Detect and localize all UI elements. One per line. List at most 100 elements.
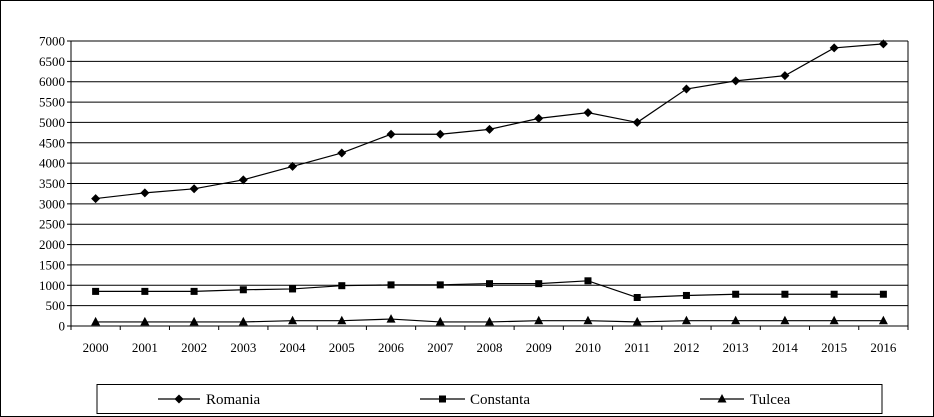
- x-tick-label: 2002: [181, 340, 207, 355]
- x-tick-label: 2007: [427, 340, 454, 355]
- data-point-romania: [878, 39, 888, 49]
- data-point-romania: [681, 84, 691, 94]
- legend-label-constanta: Constanta: [470, 392, 530, 408]
- data-point-constanta: [190, 287, 198, 295]
- data-point-constanta: [387, 281, 395, 289]
- x-tick-label: 2011: [624, 340, 650, 355]
- y-tick-label: 500: [46, 298, 66, 313]
- y-tick-label: 2500: [39, 217, 65, 232]
- x-tick-label: 2004: [280, 340, 307, 355]
- data-point-tulcea: [731, 315, 741, 325]
- legend-marker-romania: [174, 394, 184, 404]
- x-tick-label: 2000: [83, 340, 109, 355]
- data-point-romania: [337, 148, 347, 158]
- y-tick-label: 2000: [39, 237, 65, 252]
- data-point-romania: [435, 129, 445, 139]
- data-point-constanta: [781, 290, 789, 298]
- data-point-constanta: [535, 280, 543, 288]
- data-point-tulcea: [829, 315, 839, 325]
- data-point-constanta: [436, 281, 444, 289]
- series-line-romania: [95, 43, 884, 200]
- data-point-tulcea: [878, 315, 888, 325]
- series-tulcea: [91, 314, 888, 326]
- data-point-tulcea: [534, 315, 544, 325]
- data-point-constanta: [92, 287, 100, 295]
- data-point-tulcea: [632, 316, 642, 326]
- legend-box: [96, 384, 883, 414]
- data-point-romania: [140, 188, 150, 198]
- y-tick-label: 0: [59, 319, 66, 334]
- y-tick-label: 6500: [39, 54, 65, 69]
- x-tick-label: 2010: [575, 340, 601, 355]
- series-romania: [91, 39, 888, 204]
- y-tick-label: 1000: [39, 278, 65, 293]
- data-point-constanta: [584, 277, 592, 285]
- x-tick-label: 2015: [821, 340, 847, 355]
- y-tick-label: 6000: [39, 74, 65, 89]
- data-point-constanta: [239, 286, 247, 294]
- gridlines: [71, 40, 908, 307]
- legend-marker-constanta: [439, 395, 446, 403]
- x-tick-label: 2013: [723, 340, 749, 355]
- data-point-romania: [189, 184, 199, 194]
- y-tick-labels: 0 500 1000 1500 2000 2500 3000 3500 4000 4500 5000…: [39, 34, 65, 334]
- y-tick-label: 7000: [39, 34, 65, 49]
- data-point-tulcea: [288, 315, 298, 325]
- y-tick-label: 5500: [39, 95, 65, 110]
- y-tick-label: 3500: [39, 176, 65, 191]
- data-point-constanta: [486, 280, 493, 288]
- data-point-romania: [731, 76, 741, 86]
- data-point-romania: [829, 43, 839, 53]
- x-tick-label: 2014: [772, 340, 799, 355]
- data-point-constanta: [141, 287, 149, 295]
- data-point-tulcea: [780, 315, 790, 325]
- x-tick-label: 2001: [132, 340, 158, 355]
- data-point-tulcea: [485, 316, 494, 326]
- y-tick-label: 4500: [39, 135, 65, 150]
- legend-label-romania: Romania: [206, 392, 260, 408]
- legend-marker-tulcea: [717, 394, 727, 403]
- x-tick-label: 2003: [230, 340, 256, 355]
- x-tick-label: 2005: [329, 340, 355, 355]
- x-tick-label: 2009: [526, 340, 552, 355]
- data-point-romania: [780, 71, 790, 81]
- data-point-constanta: [633, 294, 641, 301]
- data-point-romania: [91, 194, 101, 204]
- data-point-tulcea: [189, 316, 199, 326]
- data-point-romania: [583, 108, 593, 118]
- x-tick-label: 2016: [870, 340, 897, 355]
- data-point-tulcea: [91, 316, 101, 326]
- data-point-romania: [238, 175, 248, 185]
- data-point-romania: [534, 113, 544, 123]
- x-tick-labels: 2000 2001 2002 2003 2004 2005 2006 2007 2008 2009…: [83, 340, 897, 355]
- data-point-tulcea: [337, 315, 347, 325]
- y-tick-label: 1500: [39, 257, 65, 272]
- x-tick-label: 2006: [378, 340, 405, 355]
- y-tick-label: 5000: [39, 115, 65, 130]
- series-lines: [91, 39, 888, 326]
- legend-label-tulcea: Tulcea: [750, 392, 791, 408]
- x-tick-label: 2008: [477, 340, 503, 355]
- y-tick-label: 3000: [39, 196, 65, 211]
- data-point-constanta: [879, 290, 887, 298]
- data-point-romania: [386, 129, 396, 139]
- series-constanta: [92, 277, 887, 301]
- data-point-tulcea: [435, 316, 445, 326]
- data-point-constanta: [289, 285, 297, 293]
- data-point-constanta: [732, 290, 740, 298]
- data-point-romania: [288, 161, 298, 171]
- x-tick-label: 2012: [673, 340, 699, 355]
- data-point-tulcea: [140, 316, 150, 326]
- data-point-constanta: [338, 282, 346, 290]
- data-point-tulcea: [681, 315, 691, 325]
- data-point-constanta: [830, 290, 838, 298]
- data-point-romania: [485, 124, 494, 134]
- data-point-tulcea: [386, 314, 396, 323]
- data-point-romania: [632, 117, 642, 127]
- data-point-tulcea: [583, 315, 593, 325]
- data-point-tulcea: [238, 316, 248, 326]
- legend: Romania Constanta Tulcea: [96, 384, 883, 414]
- axes: [67, 40, 909, 330]
